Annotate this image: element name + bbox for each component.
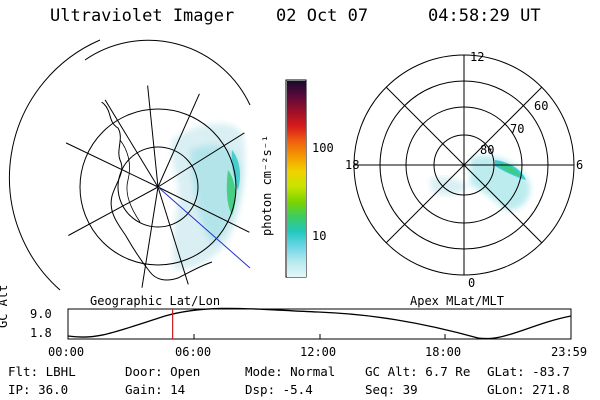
date-label: 02 Oct 07 [276,6,369,26]
colorbar-tick-10: 10 [312,229,327,243]
color-bar-gradient [287,81,306,277]
mlat-label-70: 70 [510,122,525,136]
right-panel-caption: Apex MLat/MLT [410,294,504,308]
mlt-label-18: 18 [345,158,360,172]
info-mode: Mode: Normal [245,364,336,379]
info-dsp: Dsp: -5.4 [245,382,313,397]
color-bar [285,79,307,278]
coastline [87,85,213,281]
info-gain: Gain: 14 [125,382,186,397]
timeline-xtick-0600: 06:00 [175,345,212,359]
altitude-timeline [67,307,572,340]
mlt-label-6: 6 [576,158,584,172]
mlat-label-80: 80 [480,143,495,157]
timeline-xtick-1800: 18:00 [425,345,462,359]
colorbar-tick-100: 100 [312,141,334,155]
timeline-xtick-0000: 00:00 [48,345,85,359]
info-ip: IP: 36.0 [8,382,69,397]
instrument-title: Ultraviolet Imager [50,6,235,26]
mlt-label-0: 0 [468,276,476,290]
geographic-map [9,39,260,291]
timeline-ylabel: GC Alt [0,284,10,328]
timeline-xtick-2359: 23:59 [551,345,588,359]
left-panel-caption: Geographic Lat/Lon [90,294,221,308]
info-glat: GLat: -83.7 [487,364,570,379]
timeline-ytick-9: 9.0 [30,307,52,321]
timeline-ytick-1-8: 1.8 [30,326,52,340]
colorbar-label: photon cm⁻²s⁻¹ [260,134,274,236]
mlt-label-12: 12 [470,50,485,64]
info-glon: GLon: 271.8 [487,382,570,397]
info-door: Door: Open [125,364,201,379]
mlat-label-60: 60 [534,99,549,113]
info-flt: Flt: LBHL [8,364,76,379]
timeline-xtick-1200: 12:00 [300,345,337,359]
info-gcalt: GC Alt: 6.7 Re [365,364,471,379]
info-seq: Seq: 39 [365,382,418,397]
mlat-mlt-plot [353,54,575,276]
time-label: 04:58:29 UT [428,6,541,26]
